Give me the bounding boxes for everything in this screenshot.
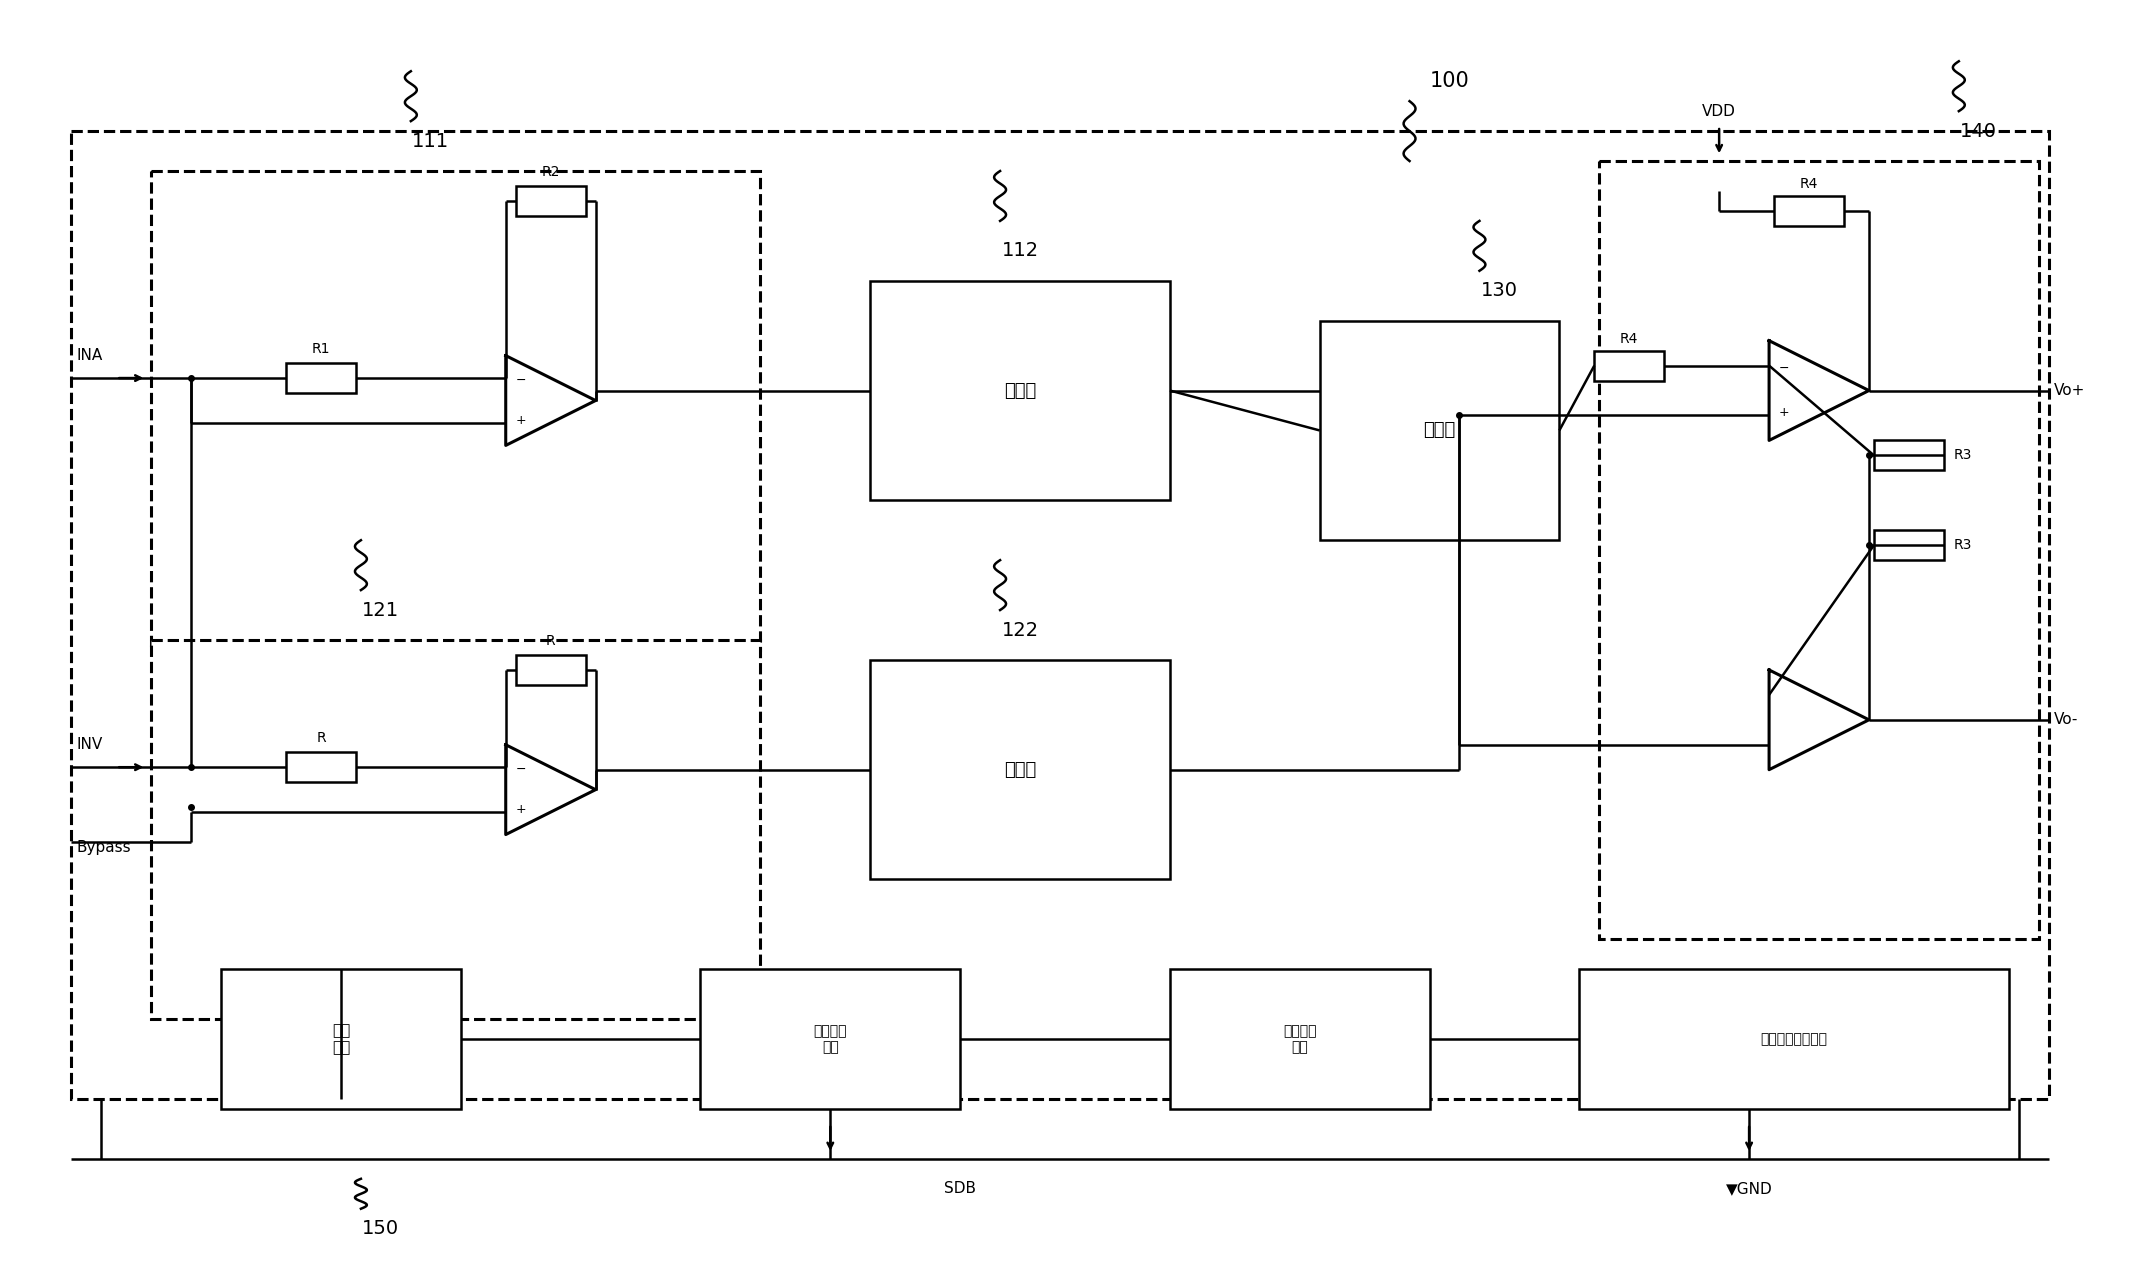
Text: 100: 100 — [1429, 71, 1470, 91]
Text: 开关噪声抑制电路: 开关噪声抑制电路 — [1762, 1032, 1828, 1046]
Bar — [285, 363, 356, 393]
Text: 混频器: 混频器 — [1423, 421, 1455, 440]
Text: 过温保护
电路: 过温保护 电路 — [1282, 1025, 1316, 1054]
Bar — [151, 171, 760, 650]
Text: INA: INA — [77, 349, 102, 363]
Text: 111: 111 — [413, 132, 449, 151]
Text: 限幅器: 限幅器 — [1003, 761, 1035, 779]
Text: INV: INV — [77, 737, 102, 752]
Text: ▼GND: ▼GND — [1725, 1182, 1772, 1196]
Bar — [222, 969, 460, 1110]
Bar — [1874, 530, 1945, 560]
Text: Vo+: Vo+ — [2053, 383, 2085, 398]
Text: 112: 112 — [1001, 241, 1039, 260]
Text: R: R — [315, 732, 326, 746]
Bar — [1874, 440, 1945, 470]
Bar — [1321, 321, 1559, 540]
Text: 122: 122 — [1001, 620, 1039, 639]
Bar — [285, 752, 356, 782]
Text: SDB: SDB — [944, 1182, 976, 1196]
Text: R: R — [545, 634, 556, 648]
Text: −: − — [515, 763, 526, 776]
Text: R4: R4 — [1621, 332, 1638, 346]
Text: 逻辑控制
单元: 逻辑控制 单元 — [814, 1025, 848, 1054]
Text: 121: 121 — [362, 601, 400, 620]
Bar — [1600, 161, 2038, 940]
Text: VDD: VDD — [1702, 104, 1736, 119]
Bar — [1595, 351, 1664, 380]
Bar — [151, 640, 760, 1019]
Text: +: + — [515, 413, 526, 427]
Bar — [701, 969, 961, 1110]
Text: Vo-: Vo- — [2053, 713, 2079, 728]
Bar — [871, 659, 1169, 880]
Text: R1: R1 — [311, 342, 330, 356]
Text: 130: 130 — [1480, 281, 1519, 301]
Text: 140: 140 — [1960, 122, 1998, 141]
Text: R2: R2 — [541, 165, 560, 179]
Text: Bypass: Bypass — [77, 839, 130, 855]
Text: +: + — [515, 803, 526, 815]
Bar — [1169, 969, 1429, 1110]
Text: 150: 150 — [362, 1220, 400, 1238]
Text: R3: R3 — [1953, 449, 1972, 463]
Bar — [515, 656, 586, 685]
Bar — [1578, 969, 2009, 1110]
Text: R3: R3 — [1953, 538, 1972, 552]
Bar — [871, 280, 1169, 501]
Bar — [1774, 197, 1845, 226]
Text: 滤波器: 滤波器 — [1003, 382, 1035, 399]
Text: R4: R4 — [1800, 178, 1819, 191]
Text: −: − — [1779, 363, 1789, 375]
Bar — [515, 186, 586, 216]
Text: −: − — [515, 374, 526, 387]
Bar — [70, 131, 2049, 1099]
Text: +: + — [1779, 406, 1789, 418]
Text: 偏置
电路: 偏置 电路 — [332, 1023, 349, 1055]
